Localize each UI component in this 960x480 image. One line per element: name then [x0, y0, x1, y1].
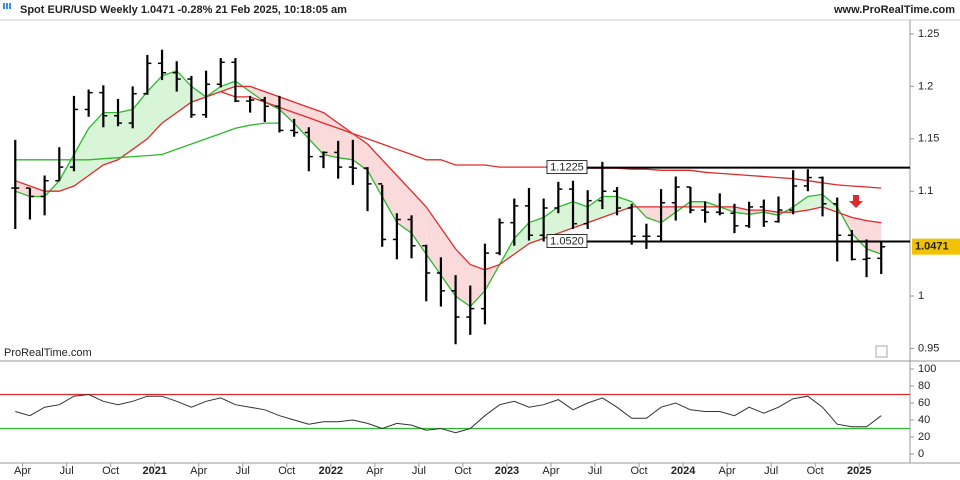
x-tick-label: 2023 [495, 465, 519, 477]
x-tick-label: Oct [454, 465, 471, 477]
header-source: www.ProRealTime.com [833, 4, 955, 16]
ma-fill [426, 206, 441, 276]
last-price-label: 1.0471 [915, 241, 949, 253]
x-tick-label: Apr [542, 465, 559, 477]
x-tick-label: Apr [719, 465, 736, 477]
ma-fill [396, 175, 412, 234]
moving-average [15, 69, 882, 308]
y-tick-label: 1.2 [918, 80, 933, 92]
rsi-y-tick-label: 80 [918, 380, 930, 392]
ma-fill [73, 128, 89, 186]
y-tick-label: 0.95 [918, 342, 939, 354]
ma-fill [587, 196, 603, 223]
rsi-y-tick-label: 40 [918, 414, 930, 426]
ma-fill [382, 159, 397, 223]
y-tick-label: 1.25 [918, 28, 939, 40]
down-arrow [849, 195, 863, 208]
x-tick-label: Apr [366, 465, 383, 477]
ma-fill [411, 191, 427, 255]
ma-fill [176, 70, 192, 113]
ma-fill [573, 201, 588, 228]
x-tick-label: Jul [412, 465, 426, 477]
x-tick-label: 2025 [847, 465, 871, 477]
ma-fill [220, 81, 236, 92]
y-tick-label: 1.15 [918, 133, 939, 145]
x-tick-label: Jul [236, 465, 250, 477]
rsi-y-tick-label: 60 [918, 397, 930, 409]
x-tick-label: Oct [807, 465, 824, 477]
ma-fill [793, 196, 808, 213]
ma-fill [162, 70, 177, 124]
x-tick-label: Oct [278, 465, 295, 477]
info-icon[interactable] [875, 345, 888, 358]
x-tick-label: 2022 [319, 465, 343, 477]
ma-fill [294, 102, 309, 139]
x-tick-label: Jul [60, 465, 74, 477]
ma-fill [147, 75, 163, 139]
ma-fill [558, 201, 574, 234]
x-tick-label: 2024 [671, 465, 696, 477]
x-tick-label: 2021 [142, 465, 166, 477]
rsi-y-tick-label: 20 [918, 431, 930, 443]
last-price-box [912, 238, 960, 255]
watermark: ProRealTime.com [4, 347, 92, 359]
y-tick-label: 1.1 [918, 185, 933, 197]
ma-fill [661, 206, 676, 223]
x-tick-label: Apr [14, 465, 31, 477]
rsi-line [15, 393, 882, 434]
ma-fill [132, 91, 148, 150]
level-label: 1.0520 [550, 235, 584, 247]
ma-fill [29, 185, 45, 197]
header-title: Spot EUR/USD Weekly 1.0471 -0.28% 21 Feb… [20, 4, 347, 16]
x-tick-label: Jul [764, 465, 778, 477]
ma-fill [118, 109, 133, 160]
ma-fill [455, 248, 471, 307]
level-label-box [546, 160, 588, 175]
ma-fill [59, 154, 74, 192]
x-tick-label: Oct [630, 465, 647, 477]
level-label-box [546, 234, 588, 248]
ma-fill [103, 112, 119, 166]
ma-fill [528, 217, 544, 244]
level-label: 1.1225 [550, 162, 584, 174]
ma-fill [807, 194, 823, 211]
ma-fill [690, 201, 706, 207]
ma-fill [15, 180, 30, 197]
x-tick-label: Apr [190, 465, 207, 477]
rsi-y-tick-label: 100 [918, 363, 936, 375]
ma-fill [470, 264, 485, 307]
x-tick-label: Oct [102, 465, 119, 477]
ma-fill [602, 196, 618, 218]
ma-fill [440, 227, 456, 297]
rsi-y-tick-label: 0 [918, 448, 924, 460]
x-tick-label: Jul [588, 465, 602, 477]
logo [3, 3, 11, 9]
y-tick-label: 1 [918, 290, 924, 302]
ma-fill [352, 133, 368, 171]
ma-fill [866, 220, 882, 255]
moving-average [15, 85, 882, 271]
